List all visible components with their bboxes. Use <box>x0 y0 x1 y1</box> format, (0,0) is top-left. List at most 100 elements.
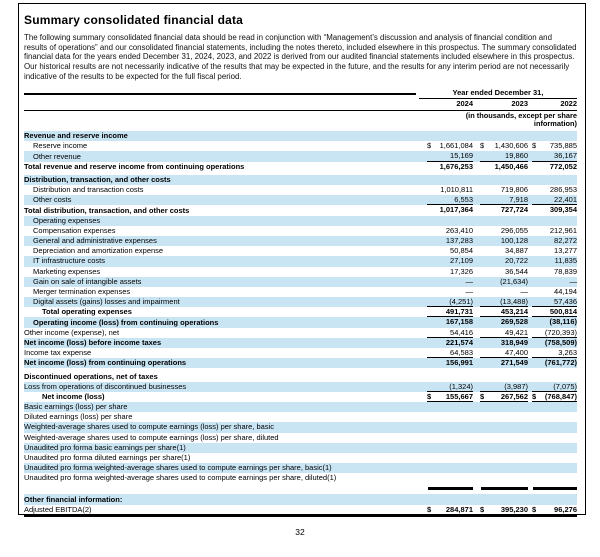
value-cell <box>532 433 577 443</box>
value-cell: $284,871 <box>427 505 473 515</box>
value-cell: 772,052 <box>549 161 577 171</box>
value-cell <box>480 412 528 422</box>
table-header: Year ended December 31, 2024 2023 2022 (… <box>24 88 577 130</box>
year-columns-row: 2024 2023 2022 <box>24 99 577 109</box>
currency-symbol: $ <box>480 141 485 151</box>
value-cell: 453,214 <box>480 307 528 318</box>
value-cell <box>480 371 528 381</box>
value-cell: (13,488) <box>480 297 528 308</box>
row-label: Gain on sale of intangible assets <box>33 276 142 286</box>
row-label: Unaudited pro forma diluted earnings per… <box>24 453 191 463</box>
row-label: Marketing expenses <box>33 266 101 276</box>
row-label: Other costs <box>33 195 72 205</box>
value-cell <box>532 412 577 422</box>
row-label: Compensation expenses <box>33 225 116 235</box>
value-cell: 263,410 <box>445 225 473 235</box>
header-leading-rule <box>24 92 416 95</box>
value-cell: 19,860 <box>480 151 528 162</box>
value-cell: 1,676,253 <box>439 161 473 171</box>
blank-underline-row <box>24 483 577 494</box>
year-column-2022: 2022 <box>560 98 577 108</box>
period-header-line: Year ended December 31, <box>24 88 577 100</box>
row-label: Revenue and reserve income <box>24 131 128 141</box>
row-label: Unaudited pro forma weighted-average sha… <box>24 473 337 483</box>
value-cell: 1,450,466 <box>494 161 528 171</box>
value-cell <box>532 453 577 463</box>
value-cell: $96,276 <box>532 505 577 515</box>
table-row: General and administrative expenses 137,2… <box>24 235 577 247</box>
value-cell <box>427 443 473 453</box>
value-cell: 271,549 <box>500 358 528 368</box>
value-cell: (720,393) <box>532 328 577 338</box>
currency-symbol: $ <box>532 391 537 401</box>
value-cell: 500,814 <box>532 307 577 318</box>
value-cell <box>480 422 528 432</box>
amount: 1,430,606 <box>494 141 528 151</box>
value-cell: 47,400 <box>480 348 528 359</box>
value-cell: 11,835 <box>554 256 577 266</box>
value-cell: 1,010,811 <box>440 185 473 195</box>
value-cell: 491,731 <box>427 307 473 318</box>
units-note: (in thousands, except per share informat… <box>465 110 577 129</box>
row-label: Operating expenses <box>33 215 101 225</box>
value-cell <box>480 443 528 453</box>
value-cell <box>427 433 473 443</box>
value-cell: $735,885 <box>532 141 577 151</box>
value-cell: 221,574 <box>445 337 473 347</box>
row-label: Merger termination expenses <box>33 287 131 297</box>
value-cell <box>532 494 577 504</box>
value-cell: $ (768,847) <box>532 392 577 402</box>
value-cell: 17,326 <box>450 266 473 276</box>
table-row: Digital assets (gains) losses and impair… <box>24 297 577 308</box>
value-cell: (3,987) <box>480 382 528 392</box>
row-label: Basic earnings (loss) per share <box>24 402 128 412</box>
table-row: Other revenue 15,169 19,860 36,167 <box>24 151 577 162</box>
value-cell: $395,230 <box>480 505 528 515</box>
value-cell <box>427 422 473 432</box>
value-cell: 36,544 <box>505 266 528 276</box>
row-label: Net income (loss) from continuing operat… <box>24 358 187 368</box>
table-row: Other costs 6,553 7,918 22,401 <box>24 195 577 206</box>
amount: 1,661,084 <box>439 141 473 151</box>
row-label: Diluted earnings (loss) per share <box>24 412 133 422</box>
row-label: Depreciation and amortization expense <box>33 246 164 256</box>
table-row: Unaudited pro forma basic earnings per s… <box>24 442 577 453</box>
value-cell: — <box>465 286 474 296</box>
value-cell: 34,887 <box>505 246 528 256</box>
value-cell: — <box>520 286 529 296</box>
value-cell <box>427 494 473 504</box>
table-row: Depreciation and amortization expense 50,… <box>24 246 577 256</box>
table-row: Merger termination expenses — — 44,194 <box>24 287 577 297</box>
table-row: Net income (loss) $155,667 $267,562 $ (768,8… <box>24 392 577 402</box>
value-cell: 13,277 <box>554 246 577 256</box>
table-row: Other financial information: <box>24 494 577 505</box>
row-label: Digital assets (gains) losses and impair… <box>33 297 180 307</box>
header-bottom-rule <box>24 109 577 111</box>
table-row: Reserve income $1,661,084 $1,430,606 $735,8… <box>24 141 577 151</box>
table-row: Unaudited pro forma diluted earnings per… <box>24 453 577 463</box>
table-row: Loss from operations of discontinued bus… <box>24 381 577 392</box>
row-label: Other income (expense), net <box>24 327 120 337</box>
value-cell <box>427 371 473 381</box>
value-cell <box>427 412 473 422</box>
row-label: Other financial information: <box>24 494 123 504</box>
amount: 96,276 <box>554 504 577 514</box>
value-cell: 167,158 <box>445 317 473 327</box>
value-cell: 269,528 <box>500 317 528 327</box>
value-cell: 156,991 <box>445 358 473 368</box>
year-column-2024: 2024 <box>456 98 473 108</box>
table-row: Marketing expenses 17,326 36,544 78,839 <box>24 267 577 277</box>
row-label: Total operating expenses <box>42 307 132 317</box>
value-cell <box>480 494 528 504</box>
value-cell: 15,169 <box>427 151 473 162</box>
table-bottom-rule <box>24 514 577 517</box>
value-cell <box>427 463 473 473</box>
underline-mark <box>427 483 473 494</box>
value-cell: 719,806 <box>500 185 528 195</box>
value-cell: 318,949 <box>500 337 528 347</box>
table-row: Compensation expenses 263,410 296,055 212,9… <box>24 226 577 236</box>
table-row: Basic earnings (loss) per share <box>24 401 577 413</box>
table-row: Unaudited pro forma weighted-average sha… <box>24 473 577 483</box>
amount: 155,667 <box>445 391 473 401</box>
